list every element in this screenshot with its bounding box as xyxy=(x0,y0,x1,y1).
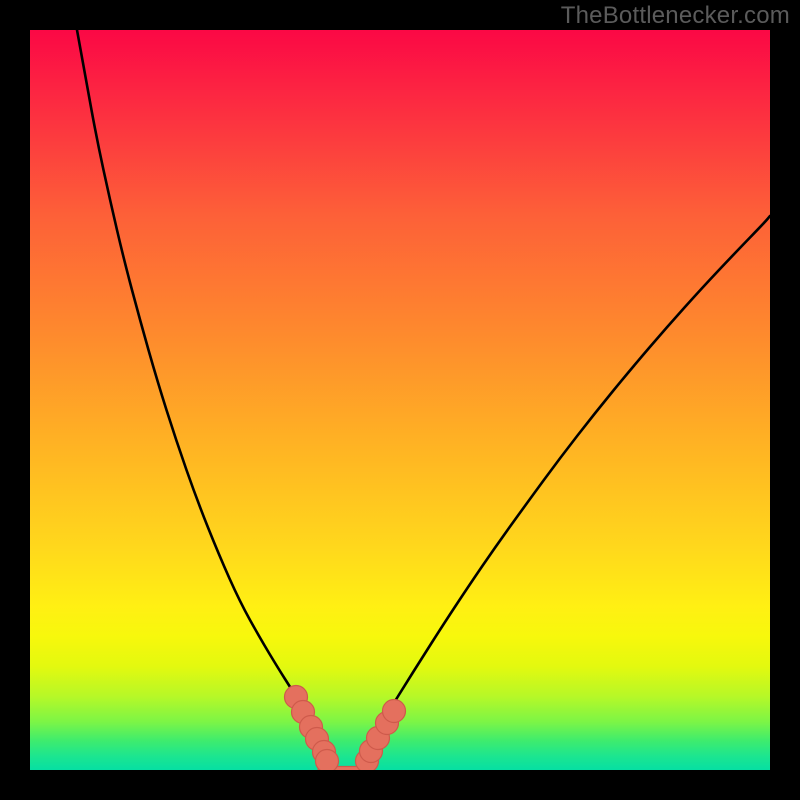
marker-bead xyxy=(316,750,339,771)
bottleneck-chart xyxy=(30,30,770,770)
frame-left xyxy=(0,0,30,800)
watermark: TheBottlenecker.com xyxy=(561,2,790,30)
gradient-background xyxy=(30,30,770,770)
chart-svg xyxy=(30,30,770,770)
frame-right xyxy=(770,0,800,800)
frame-bottom xyxy=(0,770,800,800)
marker-bead xyxy=(383,700,406,723)
